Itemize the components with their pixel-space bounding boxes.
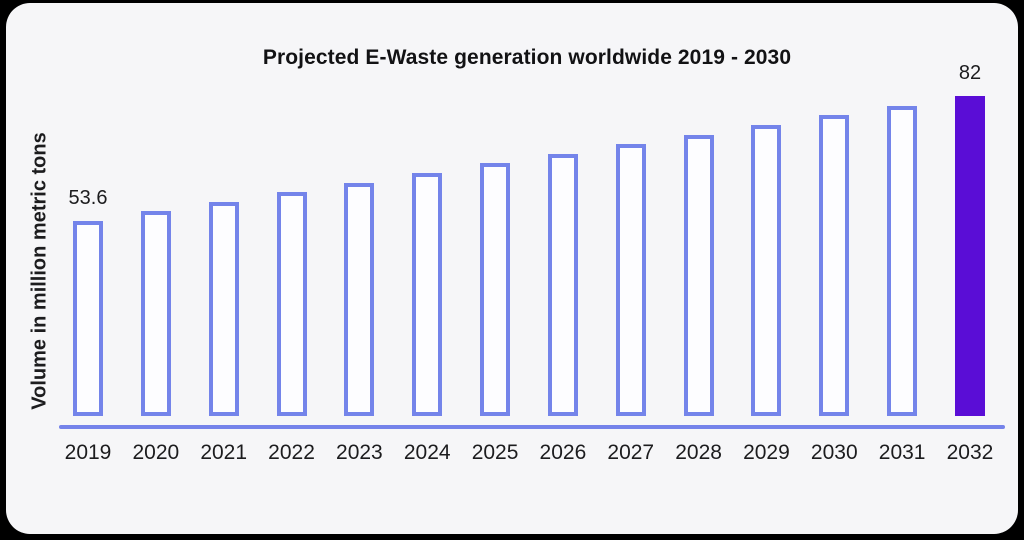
bar-2031 [887,106,918,416]
bar-2024 [412,173,443,416]
bar-2023 [344,183,375,416]
bar-column-2030 [819,115,850,416]
x-axis-labels-row: 2019 2020 2021 2022 2023 2024 2025 2026 2027 2028… [65,441,994,465]
bar-column-2020 [140,211,171,416]
x-tick-2027: 2027 [607,441,654,465]
x-tick-label: 2026 [539,441,587,464]
bar-2019 [73,221,103,416]
x-tick-label: 2024 [403,441,451,464]
x-tick-2028: 2028 [675,441,722,465]
x-tick-2019: 2019 [65,441,112,465]
x-tick-label: 2032 [946,441,994,464]
x-tick-2026: 2026 [540,441,587,465]
bar-2027 [615,144,646,416]
x-tick-label: 2029 [743,441,790,464]
bar-column-2026 [547,154,578,416]
bar-2032 [954,96,985,416]
x-tick-label: 2022 [268,441,315,464]
y-axis-label: Volume in million metric tons [28,132,51,410]
chart-card: Projected E-Waste generation worldwide 2… [6,3,1018,534]
x-tick-2020: 2020 [132,441,179,465]
x-tick-label: 2021 [200,441,248,464]
x-tick-label: 2023 [336,441,383,464]
bar-column-2022 [276,192,307,416]
x-tick-label: 2027 [607,441,655,464]
bar-2028 [683,135,714,416]
x-tick-label: 2030 [810,441,858,464]
bar-column-2031 [887,106,918,416]
x-axis-line [59,425,1005,429]
data-label-2019: 53.6 [68,187,108,209]
x-tick-label: 2019 [64,441,112,464]
x-tick-2022: 2022 [268,441,315,465]
x-tick-label: 2020 [132,441,180,464]
bar-column-2028 [683,135,714,416]
bar-column-2021 [208,202,239,416]
x-tick-2025: 2025 [472,441,519,465]
x-tick-label: 2031 [878,441,926,464]
x-tick-2021: 2021 [200,441,247,465]
bar-column-2027 [615,144,646,416]
x-tick-2032: 2032 [947,441,994,465]
x-tick-label: 2028 [675,441,722,464]
bar-column-2024 [412,173,443,416]
bar-column-2023 [344,183,375,416]
bar-2025 [480,163,511,416]
bar-2022 [276,192,307,416]
chart-title: Projected E-Waste generation worldwide 2… [262,46,792,69]
bar-2021 [208,202,239,416]
x-tick-2029: 2029 [743,441,790,465]
data-label-2032: 82 [958,62,982,84]
bar-column-2032: 82 [954,62,985,416]
bar-2020 [140,211,171,416]
bar-2029 [751,125,782,416]
bar-column-2025 [480,163,511,416]
x-tick-2023: 2023 [336,441,383,465]
bar-2030 [819,115,850,416]
bar-2026 [547,154,578,416]
bars-row: 53.6 82 [69,36,985,416]
bar-column-2029 [751,125,782,416]
x-tick-2024: 2024 [404,441,451,465]
bar-column-2019: 53.6 [69,187,107,416]
x-tick-label: 2025 [471,441,519,464]
x-tick-2031: 2031 [879,441,926,465]
x-tick-2030: 2030 [811,441,858,465]
